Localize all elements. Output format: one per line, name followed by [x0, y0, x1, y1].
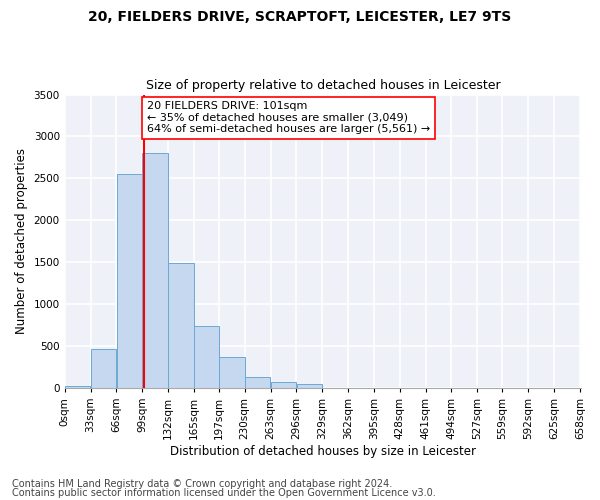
Bar: [142, 153, 168, 388]
Y-axis label: Number of detached properties: Number of detached properties: [15, 148, 28, 334]
Bar: [296, 384, 322, 388]
Text: 20, FIELDERS DRIVE, SCRAPTOFT, LEICESTER, LE7 9TS: 20, FIELDERS DRIVE, SCRAPTOFT, LEICESTER…: [88, 10, 512, 24]
Bar: [116, 174, 142, 388]
Bar: [271, 382, 296, 388]
Bar: [65, 386, 91, 388]
X-axis label: Distribution of detached houses by size in Leicester: Distribution of detached houses by size …: [170, 444, 476, 458]
Bar: [168, 263, 194, 388]
Text: 20 FIELDERS DRIVE: 101sqm
← 35% of detached houses are smaller (3,049)
64% of se: 20 FIELDERS DRIVE: 101sqm ← 35% of detac…: [147, 102, 430, 134]
Bar: [219, 357, 245, 388]
Bar: [91, 350, 116, 388]
Text: Contains public sector information licensed under the Open Government Licence v3: Contains public sector information licen…: [12, 488, 436, 498]
Bar: [194, 326, 220, 388]
Bar: [245, 378, 271, 388]
Title: Size of property relative to detached houses in Leicester: Size of property relative to detached ho…: [146, 79, 500, 92]
Text: Contains HM Land Registry data © Crown copyright and database right 2024.: Contains HM Land Registry data © Crown c…: [12, 479, 392, 489]
